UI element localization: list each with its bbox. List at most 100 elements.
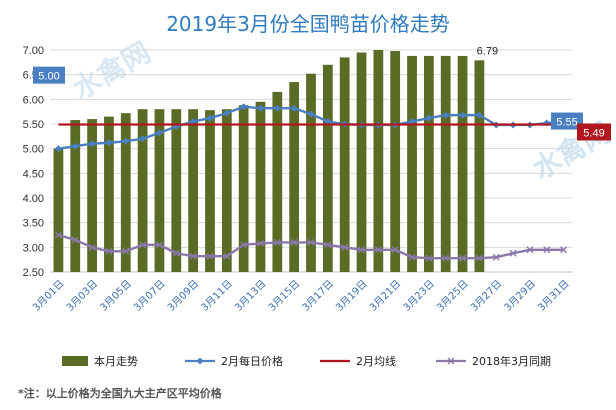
- series-point: [88, 243, 96, 251]
- series-point: [425, 254, 433, 262]
- x-axis: 3月01日3月03日3月05日3月07日3月09日3月11日3月13日3月15日…: [30, 278, 571, 314]
- legend-label: 本月走势: [94, 354, 138, 368]
- series-point: [256, 239, 264, 247]
- legend-item: 2月均线: [320, 354, 396, 368]
- series-point: [492, 253, 500, 261]
- data-label: 6.79: [477, 45, 498, 57]
- series-point: [122, 247, 130, 255]
- legend-marker: [196, 357, 204, 365]
- bar: [188, 109, 199, 272]
- bar: [407, 55, 417, 272]
- bar: [373, 50, 384, 272]
- data-label-box: [551, 112, 583, 130]
- legend-item: 本月走势: [62, 354, 138, 368]
- series-point: [71, 236, 79, 244]
- series-point: [256, 104, 264, 112]
- y-tick-label: 7.00: [23, 45, 44, 57]
- bar: [171, 109, 182, 272]
- series-0: [54, 103, 568, 153]
- series-point: [240, 241, 248, 249]
- data-label-box: [33, 66, 65, 84]
- legend-label: 2月均线: [356, 354, 396, 368]
- series-point: [206, 114, 214, 122]
- bar: [390, 50, 401, 273]
- y-tick-label: 4.00: [23, 193, 44, 205]
- series-point: [54, 231, 62, 239]
- legend-marker: [447, 357, 455, 365]
- legend-label: 2018年3月同期: [472, 354, 551, 368]
- y-tick-label: 5.50: [23, 119, 44, 131]
- bar: [440, 55, 451, 272]
- series-point: [105, 247, 113, 255]
- series-point: [273, 104, 281, 112]
- bar: [104, 116, 114, 272]
- series-point: [459, 111, 467, 119]
- watermark-left: 水禽网: [67, 35, 156, 106]
- data-label: 5.00: [38, 71, 59, 83]
- series-point: [425, 114, 433, 122]
- x-tick-label: 3月25日: [435, 278, 471, 314]
- series-point: [391, 246, 399, 254]
- x-tick-label: 3月21日: [367, 278, 403, 314]
- svg-text:水禽网: 水禽网: [67, 35, 156, 106]
- bar: [474, 60, 485, 272]
- x-tick-label: 3月19日: [334, 278, 370, 314]
- y-tick-label: 3.00: [23, 242, 44, 254]
- series-2: [54, 231, 568, 262]
- legend-item: 2018年3月同期: [436, 354, 551, 368]
- series-point: [189, 118, 197, 126]
- data-label: 5.49: [583, 127, 604, 139]
- y-tick-label: 4.50: [23, 168, 44, 180]
- line-series: [54, 103, 568, 262]
- series-point: [88, 140, 96, 148]
- x-tick-label: 3月05日: [98, 278, 134, 314]
- bar: [238, 105, 249, 273]
- series-point: [543, 246, 551, 254]
- series-point: [526, 246, 534, 254]
- series-point: [206, 252, 214, 260]
- series-point: [189, 252, 197, 260]
- series-point: [155, 129, 163, 137]
- series-point: [408, 253, 416, 261]
- bar: [322, 64, 333, 272]
- series-point: [307, 110, 315, 118]
- data-label: 5.55: [556, 117, 577, 129]
- x-tick-label: 3月29日: [502, 278, 538, 314]
- x-tick-label: 3月03日: [64, 278, 100, 314]
- series-point: [324, 118, 332, 126]
- series-point: [273, 238, 281, 246]
- series-point: [442, 111, 450, 119]
- bar: [339, 57, 350, 273]
- series-point: [560, 246, 568, 254]
- bar: [120, 113, 131, 272]
- x-tick-label: 3月17日: [300, 278, 336, 314]
- series-point: [240, 103, 248, 111]
- series-point: [509, 249, 517, 257]
- legend: 本月走势 2月每日价格 2月均线 2018年3月同期: [62, 354, 551, 368]
- series-point: [290, 238, 298, 246]
- x-tick-label: 3月15日: [266, 278, 302, 314]
- legend-label: 2月每日价格: [221, 354, 283, 368]
- series-point: [408, 118, 416, 126]
- y-tick-label: 6.00: [23, 94, 44, 106]
- bar: [53, 148, 64, 272]
- bar: [289, 82, 300, 272]
- series-point: [122, 137, 130, 145]
- bar: [137, 109, 148, 272]
- series-point: [139, 135, 147, 143]
- series-point: [172, 249, 180, 257]
- series-point: [105, 139, 113, 147]
- bar-series: [53, 50, 485, 273]
- data-labels: 5.00 6.79 5.55 5.49: [33, 45, 611, 141]
- x-tick-label: 3月23日: [401, 278, 437, 314]
- data-label-box: [577, 123, 611, 141]
- series-point: [475, 111, 483, 119]
- legend-swatch: [62, 356, 88, 366]
- series-point: [139, 241, 147, 249]
- footnote: *注：以上价格为全国九大主产区平均价格: [18, 386, 223, 400]
- x-tick-label: 3月11日: [199, 278, 235, 314]
- bar: [221, 109, 232, 272]
- bar: [356, 52, 367, 272]
- bar: [457, 55, 468, 272]
